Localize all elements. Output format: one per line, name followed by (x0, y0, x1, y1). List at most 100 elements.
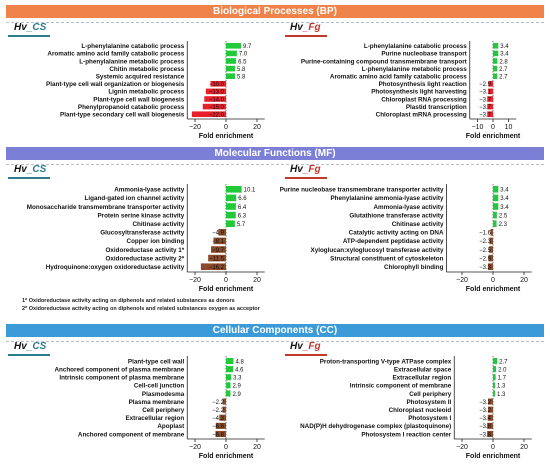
value-label: 2.7 (499, 75, 508, 81)
value-label: 5.8 (237, 75, 246, 81)
value-label: −11.5 (209, 256, 224, 262)
value-label: −1.6 (479, 231, 492, 237)
category-label: Plant-type cell wall organization or bio… (46, 81, 185, 88)
category-label: L-phenylalanine metabolic process (362, 66, 467, 73)
category-label: Plastid transcription (406, 104, 467, 111)
bar (493, 211, 497, 219)
value-label: −3.7 (479, 105, 492, 111)
category-label: Plant-type cell wall biogenesis (93, 96, 184, 103)
category-label: Purine nucleobase transport (381, 51, 467, 58)
panel-title-cc-cs: Hv_CS (14, 341, 47, 352)
category-label: Oxidoreductase activity 2* (106, 255, 185, 262)
value-label: 1.3 (497, 392, 506, 398)
bar (487, 103, 493, 110)
value-label: −15.0 (209, 105, 225, 111)
bar (488, 254, 493, 262)
x-tick-label: 0 (224, 277, 228, 284)
bar (493, 50, 499, 57)
x-tick-label: −20 (189, 124, 201, 131)
value-label: −3.7 (479, 97, 492, 103)
bar (488, 88, 493, 95)
value-label: 2.7 (499, 359, 508, 365)
x-tick-label: −20 (456, 444, 468, 451)
bar (487, 263, 493, 270)
value-label: 6.3 (238, 213, 247, 219)
value-label: 10.1 (244, 188, 256, 194)
value-label: −2.9 (479, 256, 492, 262)
bar (200, 263, 226, 270)
bar (226, 374, 232, 381)
section-banner-cc: Cellular Components (CC) (6, 324, 544, 337)
bar (493, 58, 498, 64)
category-label: Monosaccharide transmembrane transporter… (27, 204, 185, 211)
bar (226, 366, 234, 373)
category-label: Photosynthesis light reaction (379, 81, 467, 88)
category-label: Chloroplast mRNA processing (376, 112, 467, 119)
category-label: Extracellular space (394, 366, 452, 373)
section-divider (6, 164, 544, 165)
category-label: Plasmodesma (142, 391, 185, 398)
value-label: −2.2 (212, 408, 225, 414)
x-tick-label: 20 (520, 444, 528, 451)
category-label: Oxidoreductase activity 1* (106, 247, 185, 254)
bar (226, 203, 236, 210)
bar (226, 58, 237, 64)
section-title-cc: Cellular Components (CC) (212, 325, 338, 336)
value-label: 7.0 (239, 52, 248, 58)
bar (488, 81, 493, 87)
chart-mf-cs: −20 0 20 Fold enrichment Ammonia-lyase activ… (27, 184, 265, 293)
value-label: −2.3 (479, 239, 492, 245)
bar (493, 43, 499, 49)
value-label: 2.5 (499, 213, 508, 219)
x-axis-label: Fold enrichment (199, 453, 254, 460)
bar (226, 186, 242, 193)
x-tick-label: −20 (456, 277, 468, 284)
chart-cc-cs: −20 0 20 Fold enrichment Plant-type cell wal… (54, 356, 265, 460)
panel-title-underline (285, 354, 327, 356)
bar (493, 73, 498, 79)
x-axis-label: Fold enrichment (199, 286, 254, 293)
value-label: 5.7 (237, 222, 246, 228)
x-tick-label: −20 (189, 277, 201, 284)
bar (191, 111, 226, 117)
bar (213, 237, 226, 245)
value-label: −13.0 (209, 90, 225, 96)
category-label: Extracellular region (392, 375, 451, 382)
bar (202, 103, 226, 110)
category-label: Xyloglucan:xyloglucosyl transferase acti… (311, 247, 444, 254)
section-banner-mf: Molecular Functions (MF) (6, 147, 544, 160)
bar (493, 220, 497, 227)
x-tick-label: 0 (491, 444, 495, 451)
bar (204, 96, 226, 102)
category-label: Purine-containing compound transmembrane… (301, 58, 468, 65)
value-label: 1.7 (498, 376, 507, 382)
bar (493, 65, 498, 72)
footnote-2: 2* Oxidoreductase activity acting on dip… (22, 306, 260, 312)
bar (489, 246, 493, 253)
value-label: −22.0 (209, 113, 225, 119)
bar (489, 237, 493, 245)
bar (493, 382, 496, 389)
category-label: Anchored component of plasma membrane (54, 366, 184, 373)
bar (226, 358, 234, 365)
bar (208, 254, 226, 262)
category-label: Chitinase activity (392, 221, 444, 228)
category-label: NAD(P)H dehydrogenase complex (plastoqui… (300, 423, 451, 430)
section-divider (6, 22, 544, 23)
value-label: −4.3 (212, 416, 225, 422)
category-label: Phenylpropanoid catabolic process (78, 104, 185, 111)
bar (487, 111, 493, 117)
bar (493, 358, 498, 365)
bar (222, 406, 226, 413)
value-label: −3.8 (479, 432, 492, 438)
category-label: Copper ion binding (127, 238, 185, 245)
x-tick-label: 20 (253, 444, 261, 451)
category-label: Anchored component of membrane (78, 431, 185, 438)
value-label: −2.2 (212, 400, 225, 406)
bar (226, 220, 235, 227)
value-label: 3.3 (233, 376, 242, 382)
value-label: 5.8 (237, 67, 246, 73)
footnote-1: 1* Oxidoreductase activity acting on dip… (22, 298, 235, 304)
value-label: 3.4 (500, 196, 509, 202)
value-label: 2.9 (232, 384, 241, 390)
